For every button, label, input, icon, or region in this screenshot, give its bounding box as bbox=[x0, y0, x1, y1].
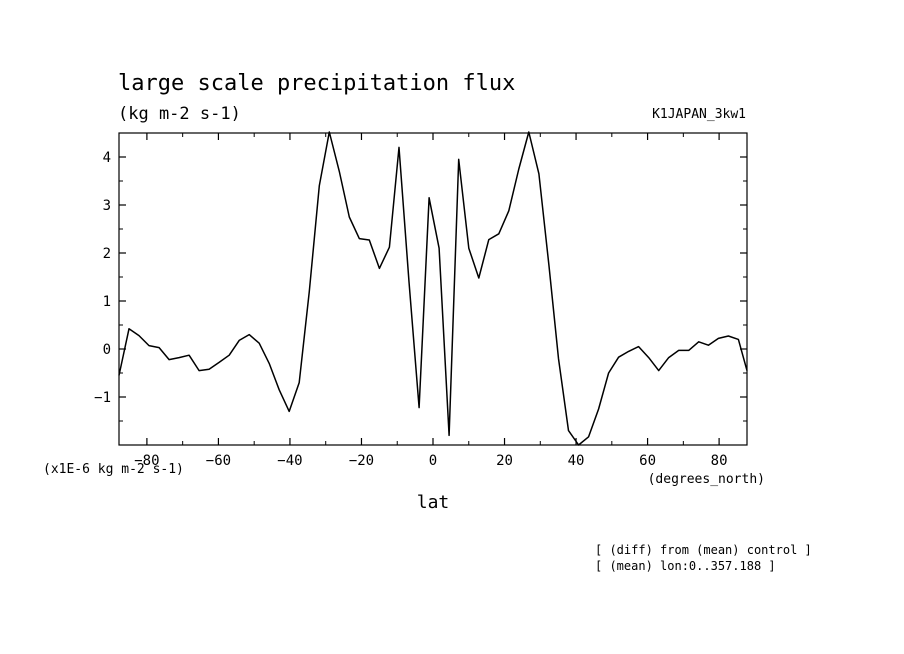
x-tick-label: 40 bbox=[568, 453, 585, 469]
x-tick-label: −60 bbox=[206, 453, 231, 469]
note-diff: [ (diff) from (mean) control ] bbox=[595, 543, 812, 557]
x-tick-label: −80 bbox=[134, 453, 159, 469]
plot-frame bbox=[118, 132, 748, 446]
x-axis-label: lat bbox=[417, 492, 450, 513]
x-tick-label: 60 bbox=[639, 453, 656, 469]
x-axis-units: (degrees_north) bbox=[648, 472, 765, 487]
y-scale-note: (x1E-6 kg m-2 s-1) bbox=[43, 462, 184, 477]
chart-title: large scale precipitation flux bbox=[118, 71, 515, 96]
chart-units: (kg m-2 s-1) bbox=[118, 104, 241, 124]
x-tick-label: −20 bbox=[349, 453, 374, 469]
x-tick-label: −40 bbox=[277, 453, 302, 469]
y-tick-label: 3 bbox=[103, 198, 111, 214]
series-line bbox=[118, 131, 748, 446]
y-tick-label: 1 bbox=[103, 294, 111, 310]
y-tick-label: 0 bbox=[103, 342, 111, 358]
x-tick-label: 0 bbox=[429, 453, 437, 469]
y-tick-label: 2 bbox=[103, 246, 111, 262]
x-tick-label: 80 bbox=[711, 453, 728, 469]
x-tick-label: 20 bbox=[496, 453, 513, 469]
y-tick-label: −1 bbox=[94, 390, 111, 406]
plot-area: −80 −60 −40 −20 0 20 40 60 80 −1 0 1 2 3 4 bbox=[94, 131, 748, 469]
model-label: K1JAPAN_3kw1 bbox=[652, 107, 746, 122]
y-tick-label: 4 bbox=[103, 150, 111, 166]
note-mean: [ (mean) lon:0..357.188 ] bbox=[595, 559, 776, 573]
